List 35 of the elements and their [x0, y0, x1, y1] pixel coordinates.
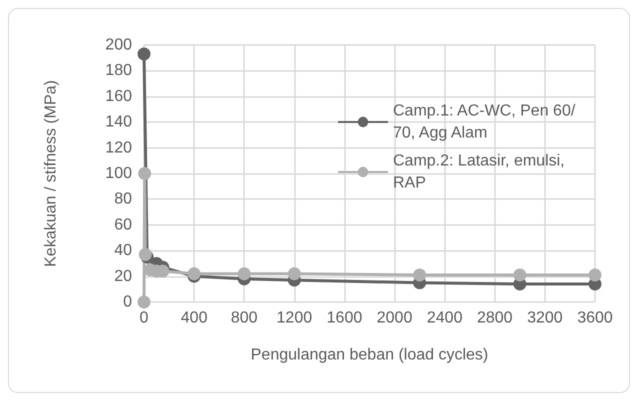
x-tick-label: 2000	[376, 310, 412, 326]
y-axis-title: Kekakuan / stifness (MPa)	[42, 80, 60, 267]
x-tick-label: 0	[140, 310, 149, 326]
x-tick-label: 1200	[276, 310, 312, 326]
x-tick-label: 400	[180, 310, 208, 326]
point	[188, 267, 201, 280]
x-tick-label: 1600	[326, 310, 362, 326]
x-axis-title: Pengulangan beban (load cycles)	[250, 346, 488, 364]
y-tick-label: 20	[114, 268, 132, 285]
y-tick-label: 120	[105, 139, 132, 156]
y-tick-label: 60	[114, 216, 132, 234]
x-tick-label: 3200	[527, 310, 563, 326]
legend-label: Camp.2: Latasir, emulsi, RAP	[393, 152, 570, 192]
y-tick-label: 40	[114, 242, 132, 260]
point	[138, 167, 152, 180]
y-tick-label: 0	[123, 294, 132, 310]
point	[138, 48, 150, 60]
point	[588, 268, 602, 282]
point	[513, 268, 526, 282]
x-tick-label: 800	[230, 310, 258, 326]
y-tick-label: 200	[105, 36, 132, 54]
x-tick-label: 3600	[577, 310, 613, 326]
y-tick-label: 100	[105, 165, 132, 182]
x-tick-label: 2400	[426, 310, 463, 326]
point	[138, 296, 150, 308]
x-tick-label: 2800	[476, 310, 513, 326]
y-tick-label: 180	[105, 62, 132, 80]
y-tick-label: 140	[105, 114, 132, 131]
legend-label: Camp.1: AC-WC, Pen 60/70, Agg Alam	[393, 102, 576, 142]
point	[413, 268, 426, 282]
y-tick-label: 80	[114, 190, 132, 208]
point	[238, 267, 251, 280]
y-tick-label: 160	[105, 88, 132, 105]
point	[288, 267, 301, 280]
point	[138, 248, 152, 261]
